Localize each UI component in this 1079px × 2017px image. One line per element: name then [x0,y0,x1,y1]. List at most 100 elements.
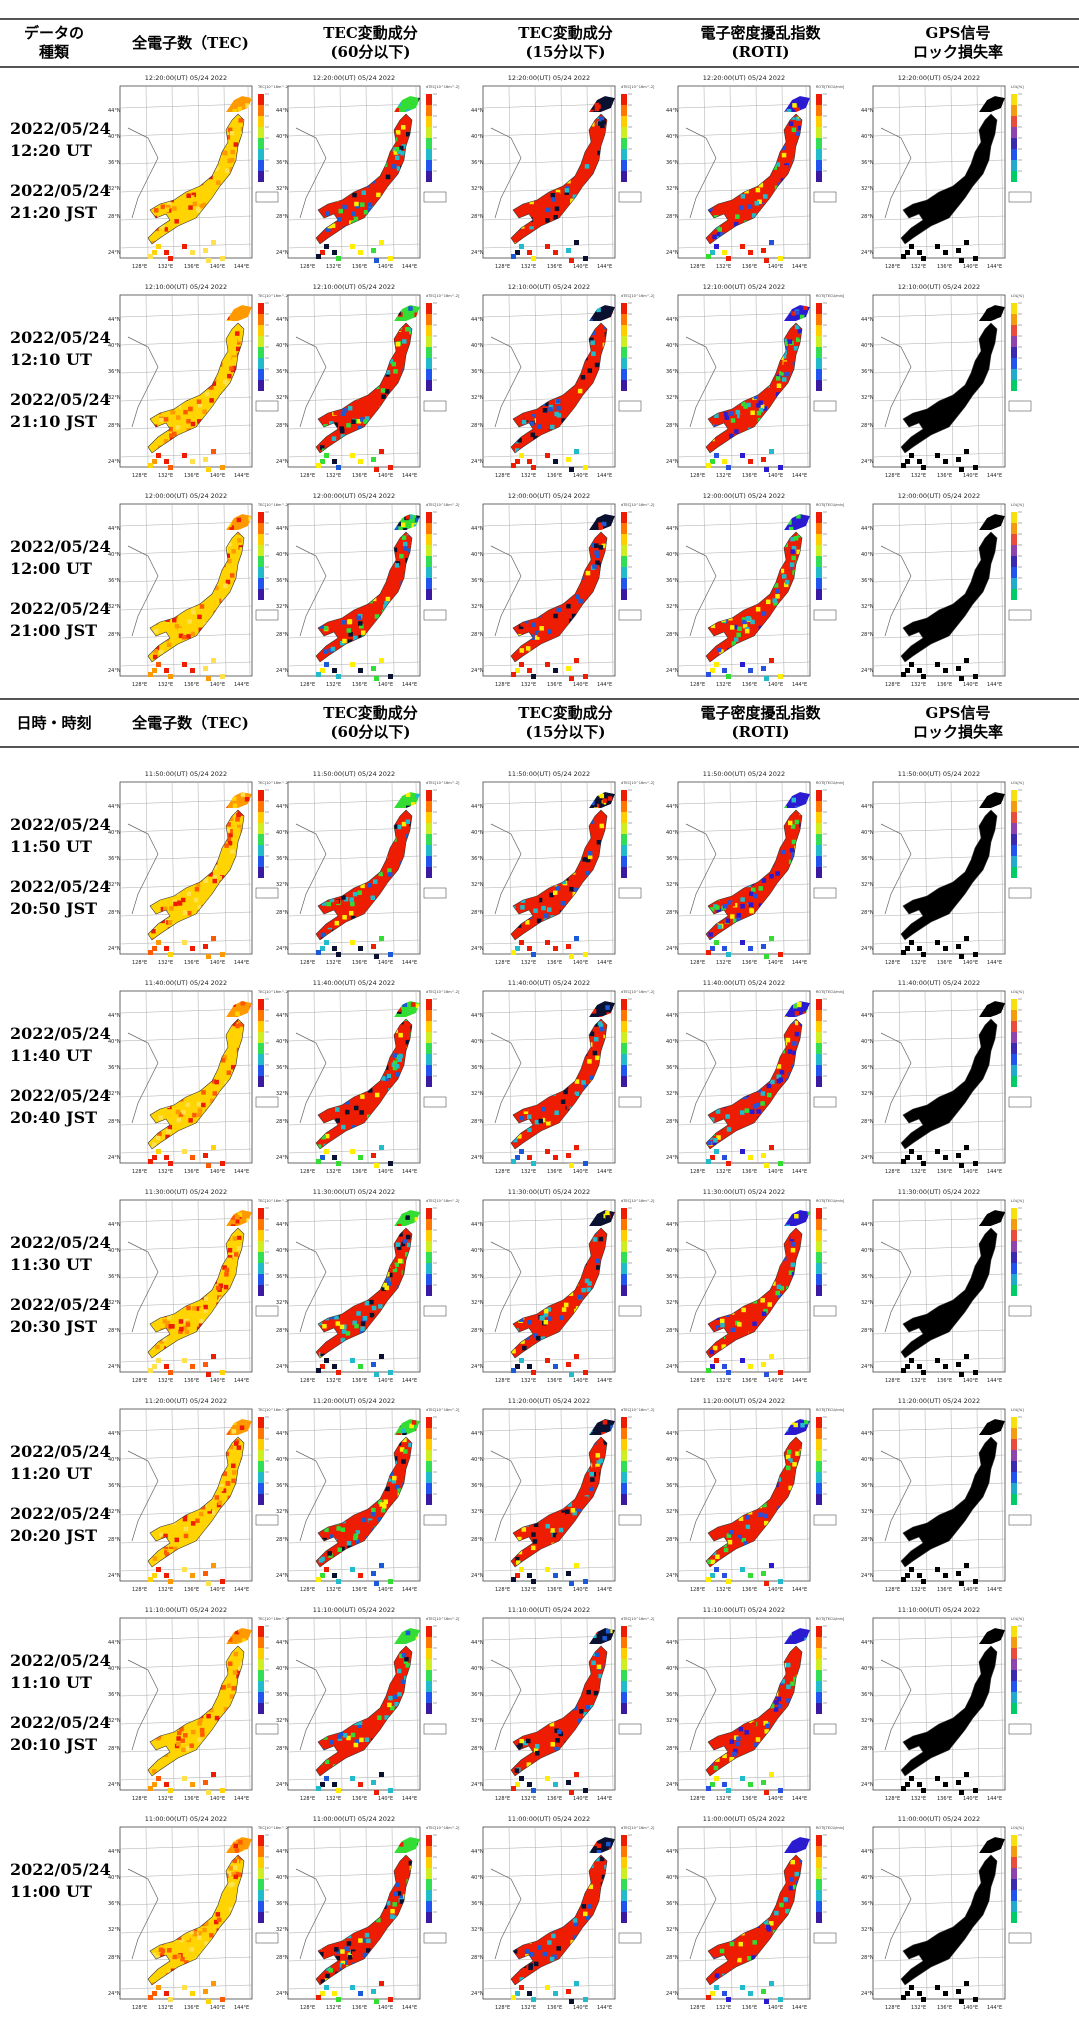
map-image: 12:00:00(UT) 05/24 2022dTEC[10^16m^-2]44… [471,486,656,694]
station-marker [706,672,711,677]
header-line: 全電子数（TEC) [132,714,249,733]
color-bar-segment [816,116,822,127]
map-title: 12:00:00(UT) 05/24 2022 [898,492,980,500]
lon-tick-label: 144°E [987,264,1002,270]
station-marker [187,892,192,897]
station-marker [374,467,379,472]
station-marker [188,407,193,412]
time-jst: 20:50 JST [10,898,110,920]
station-marker [726,465,731,470]
color-bar-segment [621,358,627,369]
station-marker [583,584,588,589]
lon-tick-label: 140°E [768,682,783,688]
station-marker [182,244,187,249]
station-marker [399,569,404,574]
color-bar-segment [426,325,432,336]
station-marker [764,676,769,681]
color-bar-segment [816,314,822,325]
map-image: 12:10:00(UT) 05/24 2022LOL[%]44°N40°N36°… [861,277,1046,485]
lon-tick-label: 132°E [326,264,341,270]
lat-tick-label: 44°N [108,108,121,114]
station-marker [788,339,793,344]
lat-tick-label: 36°N [276,160,289,166]
station-marker [354,202,359,207]
unit-label: ROTI[TECU/min] [816,294,845,298]
station-marker [590,340,595,345]
station-marker [722,459,727,464]
lat-tick-label: 36°N [471,369,484,375]
station-marker [976,587,981,592]
station-marker [159,417,164,422]
lat-tick-label: 36°N [108,369,121,375]
time-ut: 12:20 UT [10,140,110,162]
station-marker [408,306,413,311]
color-bar-segment [426,578,432,589]
color-bar-segment [816,171,822,182]
station-marker [789,121,794,126]
map-title: 12:20:00(UT) 05/24 2022 [145,74,227,82]
station-marker [342,408,347,413]
row-label-header: 日時・時刻 [0,700,108,746]
header-line: ロック損失率 [913,723,1003,742]
station-marker [764,258,769,263]
lat-tick-label: 40°N [861,343,874,349]
station-marker [420,594,425,599]
color-bar-segment [816,303,822,314]
color-bar-segment [1011,567,1017,578]
lat-tick-label: 40°N [471,552,484,558]
map-title: 12:20:00(UT) 05/24 2022 [898,74,980,82]
color-bar-segment [258,160,264,171]
station-marker [324,453,329,458]
station-marker [726,256,731,261]
color-bar-segment [258,347,264,358]
color-bar-segment [1011,512,1017,523]
legend-box [619,192,641,202]
header-line: TEC変動成分 [518,704,613,723]
station-marker [360,202,365,207]
lat-tick-label: 24°N [861,668,874,674]
station-marker [945,616,950,621]
map-image: 12:10:00(UT) 05/24 2022dTEC[10^16m^-2]44… [471,277,656,485]
lon-tick-label: 128°E [300,473,315,479]
color-bar-segment [621,171,627,182]
station-marker [421,109,426,114]
station-marker [324,244,329,249]
map-title: 12:20:00(UT) 05/24 2022 [313,74,395,82]
station-marker [784,165,789,170]
map-image: 12:20:00(UT) 05/24 2022TEC[10^16m^-2]44°… [108,68,293,276]
station-marker [374,676,379,681]
station-marker [764,467,769,472]
color-bar [258,303,269,391]
station-marker [362,608,367,613]
station-marker [778,256,783,261]
station-marker [745,629,750,634]
station-marker [253,202,257,207]
station-marker [750,411,755,416]
lat-tick-label: 28°N [666,423,679,429]
station-marker [252,133,256,138]
lon-tick-label: 136°E [742,264,757,270]
lon-tick-label: 128°E [690,682,705,688]
station-marker [252,445,257,450]
station-marker [361,630,366,635]
station-marker [164,668,169,673]
station-marker [763,194,768,199]
lon-tick-label: 136°E [352,473,367,479]
station-marker [553,614,558,619]
station-marker [566,604,571,609]
legend-box [619,401,641,411]
lat-tick-label: 44°N [108,317,121,323]
station-marker [586,571,591,576]
lat-tick-label: 28°N [276,632,289,638]
station-marker [956,457,961,462]
lon-tick-label: 132°E [521,682,536,688]
station-marker [420,349,425,354]
column-header: 全電子数（TEC) [108,700,273,746]
station-marker [942,197,947,202]
color-bar-segment [1011,578,1017,589]
station-marker [252,233,257,238]
station-marker [566,457,571,462]
station-marker [230,158,235,163]
